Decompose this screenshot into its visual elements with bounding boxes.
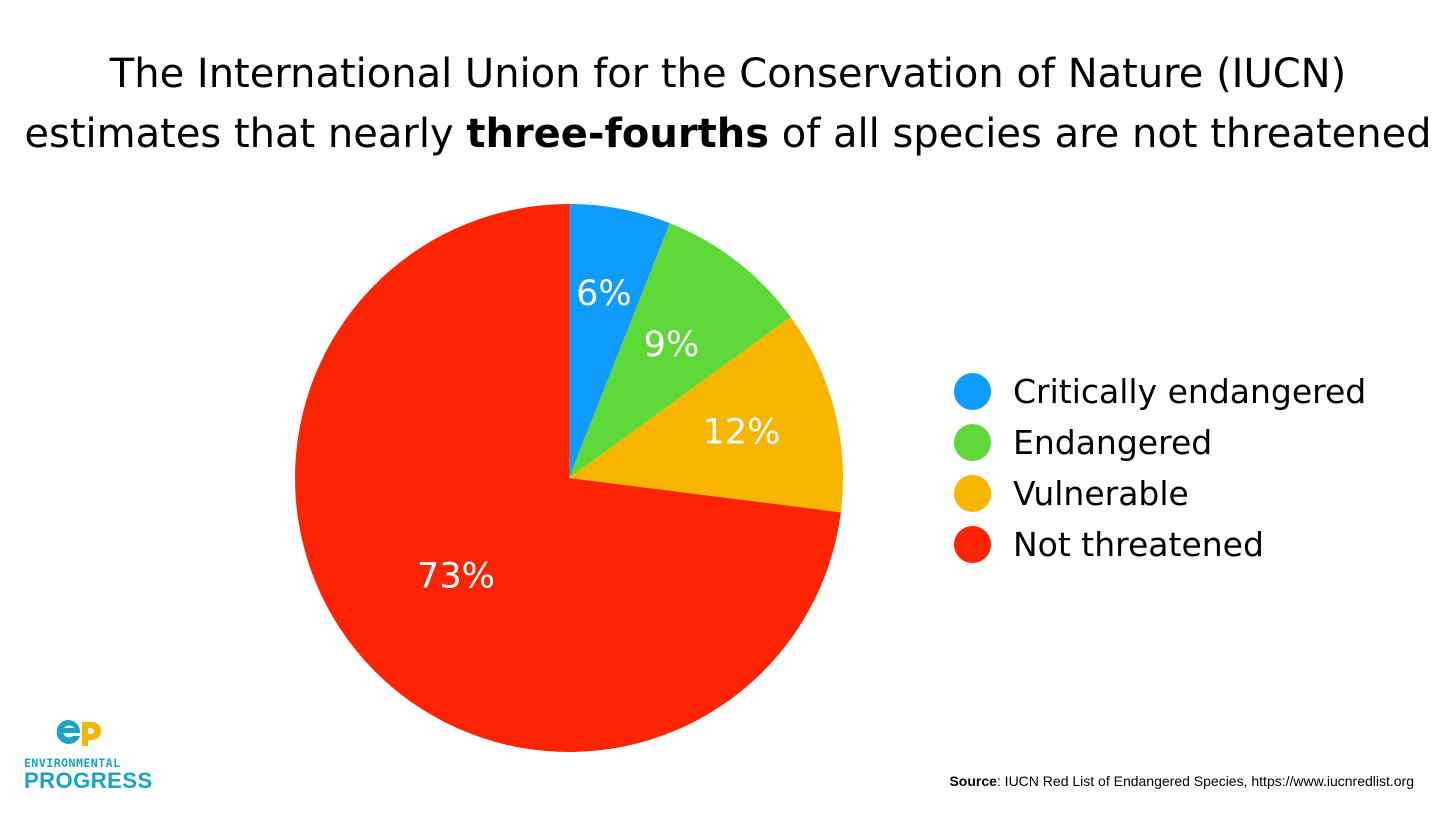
logo-text-environmental: ENVIRONMENTAL (24, 756, 121, 770)
pie-slice-not-threatened (294, 204, 841, 752)
legend-label: Not threatened (1013, 525, 1264, 564)
title-line-2-prefix: estimates that nearly (24, 111, 467, 157)
pie-slice-critically-endangered (569, 204, 670, 478)
source-text: : IUCN Red List of Endangered Species, h… (996, 773, 1414, 789)
source-label: Source (949, 773, 997, 789)
title-line-2-suffix: of all species are not threatened (769, 111, 1432, 157)
logo-text-progress: PROGRESS (24, 768, 153, 793)
legend-item-endangered: Endangered (954, 417, 1366, 468)
title-line-2-emphasis: three-fourths (466, 111, 770, 157)
source-note: Source: IUCN Red List of Endangered Spec… (949, 773, 1414, 789)
legend-label: Endangered (1013, 423, 1213, 462)
pie-label-critically-endangered: 6% (576, 274, 632, 314)
pie-label-vulnerable: 12% (703, 413, 781, 453)
pie-label-not-threatened: 73% (417, 557, 495, 597)
legend-label: Vulnerable (1013, 474, 1189, 513)
legend-item-vulnerable: Vulnerable (954, 468, 1366, 519)
ep-logo-icon (56, 719, 101, 746)
environmental-progress-logo: ENVIRONMENTAL PROGRESS (24, 718, 154, 792)
pie-slice-vulnerable (569, 316, 843, 513)
legend-label: Critically endangered (1013, 372, 1367, 411)
legend-swatch (954, 475, 991, 512)
chart-title: The International Union for the Conserva… (0, 44, 1456, 164)
legend-item-critically-endangered: Critically endangered (954, 366, 1366, 417)
pie-slice-endangered (569, 223, 791, 478)
chart-legend: Critically endangered Endangered Vulnera… (954, 366, 1366, 570)
legend-swatch (954, 526, 991, 563)
title-line-1: The International Union for the Conserva… (109, 51, 1347, 97)
legend-swatch (954, 424, 991, 461)
pie-label-endangered: 9% (644, 325, 700, 365)
legend-item-not-threatened: Not threatened (954, 519, 1366, 570)
legend-swatch (954, 373, 991, 410)
